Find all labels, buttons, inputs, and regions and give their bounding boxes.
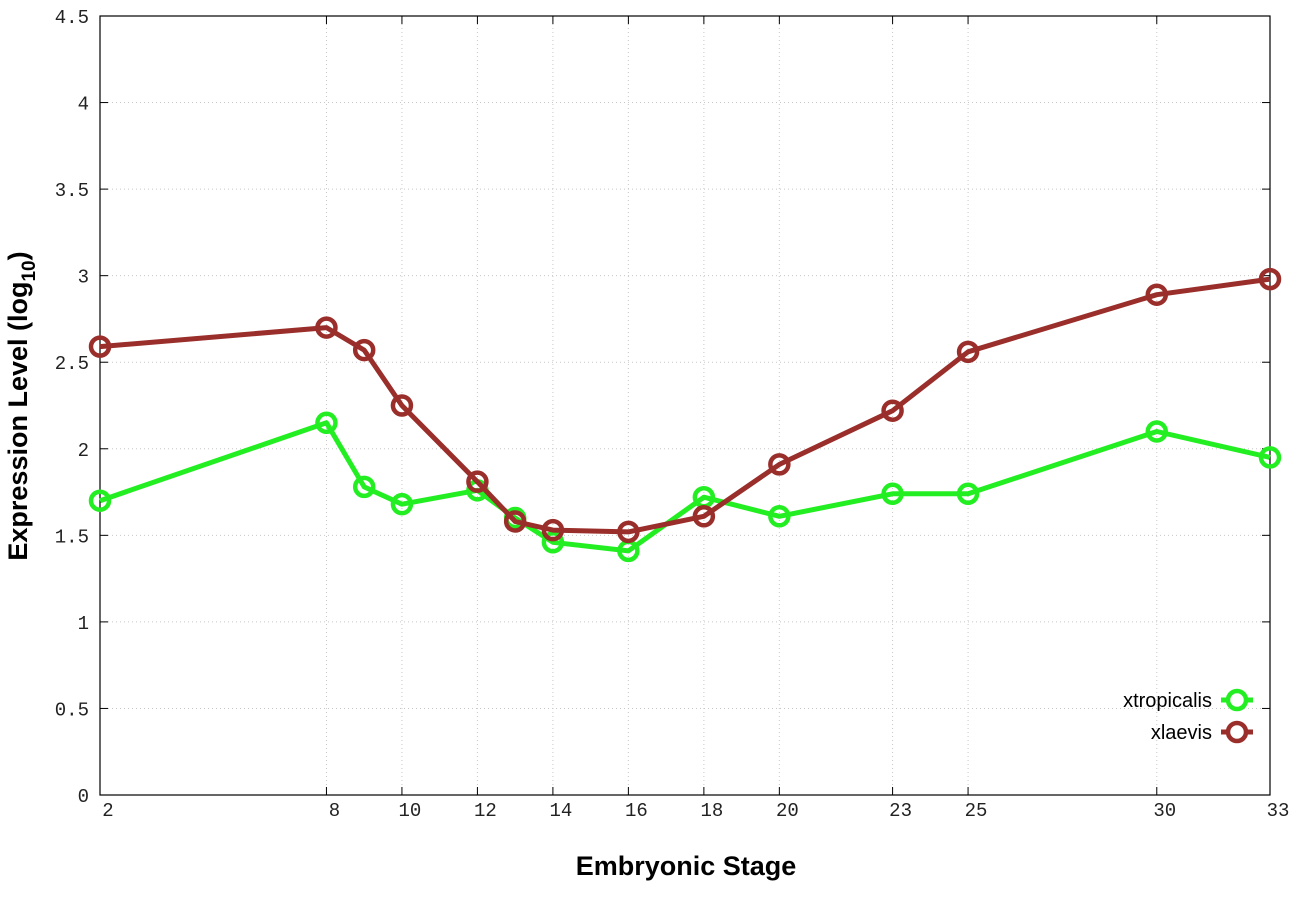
legend-label: xlaevis [1151, 722, 1212, 744]
data-point-xtropicalis [88, 489, 112, 512]
x-tick-label: 10 [399, 800, 422, 822]
data-point-xlaevis [88, 335, 112, 358]
data-point-xlaevis [466, 470, 489, 493]
x-tick-label: 30 [1153, 800, 1176, 822]
x-tick-label: 25 [965, 800, 988, 822]
x-tick-label: 8 [329, 800, 340, 822]
grid [100, 16, 1270, 795]
data-point-xlaevis [1145, 283, 1169, 306]
y-axis-title-main: Expression Level (log [3, 282, 33, 561]
data-point-xtropicalis [352, 475, 376, 499]
y-axis-title-close: ) [3, 251, 33, 260]
series-xlaevis [88, 267, 1282, 544]
legend-label: xtropicalis [1123, 690, 1212, 712]
data-point-xtropicalis [1145, 420, 1169, 443]
y-tick-label: 0.5 [55, 699, 89, 721]
data-point-xlaevis [768, 453, 791, 476]
x-axis-title: Embryonic Stage [576, 851, 797, 881]
data-point-xlaevis [390, 394, 414, 417]
y-tick-label: 1 [78, 613, 89, 635]
data-point-xlaevis [352, 338, 376, 362]
data-point-xtropicalis [956, 482, 980, 506]
y-tick-label: 4 [78, 94, 89, 116]
x-tick-label: 20 [776, 800, 799, 822]
y-tick-label: 3 [78, 267, 89, 289]
data-point-xtropicalis [541, 531, 565, 554]
data-point-xlaevis [1258, 267, 1282, 291]
data-point-xtropicalis [1258, 446, 1282, 469]
y-axis-title: Expression Level (log10) [3, 251, 40, 560]
y-tick-label: 1.5 [55, 526, 89, 548]
data-point-xlaevis [956, 340, 980, 364]
y-tick-label: 4.5 [55, 7, 89, 29]
data-point-xtropicalis [881, 482, 904, 506]
series-layer [88, 267, 1282, 563]
legend-item-xlaevis: xlaevis [1151, 720, 1253, 744]
y-axis-title-subscript: 10 [19, 260, 40, 281]
y-tick-label: 0 [78, 786, 89, 808]
series-xtropicalis [88, 411, 1282, 563]
x-tick-label: 14 [549, 800, 572, 822]
y-tick-label: 2.5 [55, 353, 89, 375]
plot-frame [99, 15, 1271, 796]
data-point-xtropicalis [315, 411, 338, 435]
y-tick-label: 3.5 [55, 180, 89, 202]
data-point-xtropicalis [390, 492, 414, 516]
data-point-xlaevis [315, 316, 338, 339]
legend-swatch-marker [1225, 688, 1249, 712]
x-tick-label: 2 [102, 800, 113, 822]
data-point-xtropicalis [768, 505, 791, 528]
data-point-xlaevis [692, 505, 716, 528]
legend-swatch-marker [1225, 720, 1249, 744]
x-tick-label: 16 [625, 800, 648, 822]
x-tick-label: 23 [889, 800, 912, 822]
legend-item-xtropicalis: xtropicalis [1123, 688, 1253, 712]
series-line-xlaevis [99, 276, 1271, 535]
data-point-xlaevis [881, 399, 904, 422]
series-line-xtropicalis [99, 420, 1271, 554]
x-tick-label: 12 [474, 800, 497, 822]
data-point-xlaevis [541, 518, 565, 542]
y-tick-label: 2 [78, 440, 89, 462]
legend: xtropicalis xlaevis [1123, 688, 1253, 744]
data-point-xlaevis [617, 520, 640, 544]
axis-ticks: 2 8 10 12 14 16 18 20 23 25 30 33 0 0.5 1 1.5 2 2.5 3 3.5 4 4… [55, 7, 1290, 822]
x-tick-label: 18 [700, 800, 723, 822]
x-tick-label: 33 [1267, 800, 1290, 822]
data-point-xlaevis [503, 510, 527, 533]
